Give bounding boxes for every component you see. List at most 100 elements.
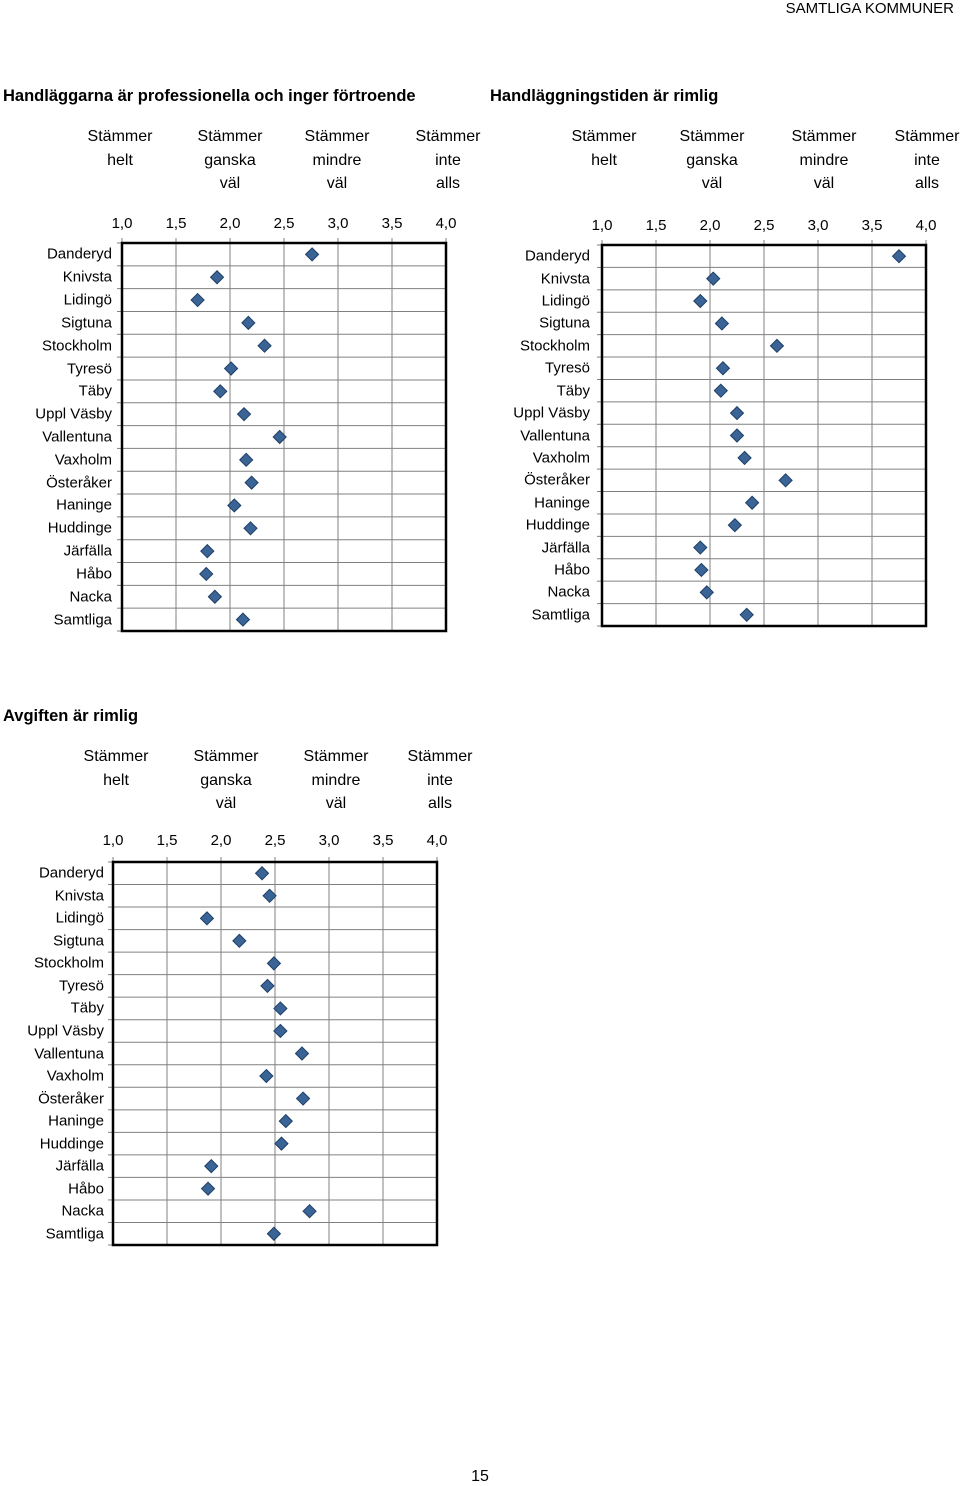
scale-label: ganska [200, 771, 252, 789]
category-label: Danderyd [524, 247, 590, 265]
scale-label: Stämmer [407, 748, 473, 765]
plot-frame [600, 243, 928, 628]
data-point-knivsta [209, 270, 225, 285]
x-tick-label: 1,0 [111, 215, 133, 232]
category-label: Järfälla [63, 542, 112, 560]
data-point-täby [273, 1001, 288, 1016]
category-label: Danderyd [38, 864, 104, 882]
data-point-nacka [699, 585, 714, 600]
scale-label: väl [215, 795, 237, 812]
category-label: Haninge [48, 1112, 104, 1130]
data-point-sigtuna [232, 933, 247, 949]
data-point-tyresö [223, 361, 239, 376]
category-label: Håbo [68, 1180, 104, 1198]
scale-label: Stämmer [197, 128, 263, 145]
category-label: Håbo [76, 565, 112, 583]
category-label: Knivsta [540, 270, 590, 288]
plot-area [108, 857, 439, 1247]
data-point-nacka [302, 1203, 317, 1219]
category-label: Stockholm [519, 337, 590, 355]
category-label: Haninge [56, 496, 112, 514]
data-point-sigtuna [714, 316, 730, 331]
x-tick-label: 1,5 [645, 217, 667, 234]
x-tick-label: 3,0 [327, 215, 349, 232]
data-point-danderyd [891, 248, 907, 264]
scale-label: inte [427, 771, 453, 789]
category-label: Knivsta [54, 887, 104, 905]
category-label: Huddinge [39, 1135, 104, 1153]
scale-label: alls [427, 795, 453, 812]
data-point-samtliga [235, 612, 251, 627]
data-point-huddinge [727, 517, 743, 533]
category-label: Vallentuna [42, 428, 112, 446]
data-point-järfälla [200, 543, 215, 559]
scale-label: mindre [311, 771, 361, 789]
category-label: Nacka [547, 583, 590, 601]
data-point-stockholm [266, 956, 282, 971]
x-tick-label: 2,0 [210, 832, 232, 849]
data-point-uppl-väsby [273, 1023, 288, 1039]
category-label: Österåker [524, 471, 590, 489]
category-label: Sigtuna [539, 314, 590, 332]
category-label: Vallentuna [34, 1045, 104, 1062]
data-point-uppl-väsby [729, 405, 745, 421]
scale-label: alls [914, 175, 940, 192]
category-label: Huddinge [525, 516, 590, 534]
data-point-samtliga [266, 1226, 282, 1241]
chart-processing-time: Handläggningstiden är rimlig Stämmer helt S… [480, 85, 960, 645]
x-tick-label: 1,0 [591, 217, 613, 234]
category-label: Samtliga [45, 1225, 104, 1243]
scale-label: Stämmer [571, 128, 637, 145]
category-label: Täby [556, 382, 590, 400]
data-point-vaxholm [259, 1068, 274, 1084]
scale-label: Stämmer [83, 748, 149, 765]
category-label: Österåker [38, 1090, 104, 1108]
category-label: Tyresö [58, 977, 104, 995]
category-label: Tyresö [544, 359, 590, 377]
category-label: Vaxholm [54, 451, 112, 469]
scale-label: mindre [312, 151, 362, 169]
data-point-uppl-väsby [236, 406, 252, 422]
scale-label: inte [435, 151, 461, 169]
scale-label: Stämmer [894, 128, 960, 145]
data-point-haninge [744, 495, 760, 510]
x-tick-label: 3,5 [381, 215, 403, 232]
data-point-håbo [199, 566, 214, 582]
data-point-danderyd [304, 247, 320, 262]
x-tick-label: 1,5 [165, 215, 187, 232]
x-tick-label: 4,0 [426, 832, 448, 849]
data-point-täby [713, 383, 729, 398]
x-tick-label: 3,5 [372, 832, 394, 849]
scale-label: Stämmer [193, 748, 259, 765]
scale-label: väl [219, 175, 241, 192]
scale-label: väl [326, 175, 348, 192]
category-label: Stockholm [33, 954, 104, 972]
category-label: Håbo [554, 561, 590, 579]
scale-label: Stämmer [87, 128, 153, 145]
category-label: Lidingö [541, 292, 590, 310]
data-point-nacka [207, 589, 223, 604]
page-number: 15 [471, 1468, 489, 1485]
data-point-vallentuna [294, 1046, 310, 1061]
x-tick-label: 1,0 [102, 832, 124, 849]
category-label: Danderyd [46, 245, 112, 263]
scale-label: Stämmer [679, 128, 745, 145]
category-label: Österåker [46, 474, 112, 492]
chart-professional-staff: Handläggarna är professionella och inger… [0, 85, 480, 645]
x-tick-label: 3,0 [807, 217, 829, 234]
data-point-stockholm [769, 338, 785, 354]
chart-title: Avgiften är rimlig [3, 707, 139, 725]
category-label: Järfälla [55, 1157, 104, 1175]
category-label: Täby [70, 999, 104, 1017]
plot-area [597, 240, 928, 628]
category-label: Vaxholm [532, 449, 590, 467]
data-point-lidingö [693, 293, 708, 309]
x-tick-label: 2,0 [219, 215, 241, 232]
data-point-knivsta [706, 271, 721, 286]
data-point-samtliga [739, 607, 754, 623]
plot-area [117, 238, 448, 633]
scale-label: ganska [686, 151, 738, 169]
plot-frame [111, 860, 439, 1247]
data-point-danderyd [254, 866, 270, 881]
data-point-järfälla [693, 540, 708, 555]
